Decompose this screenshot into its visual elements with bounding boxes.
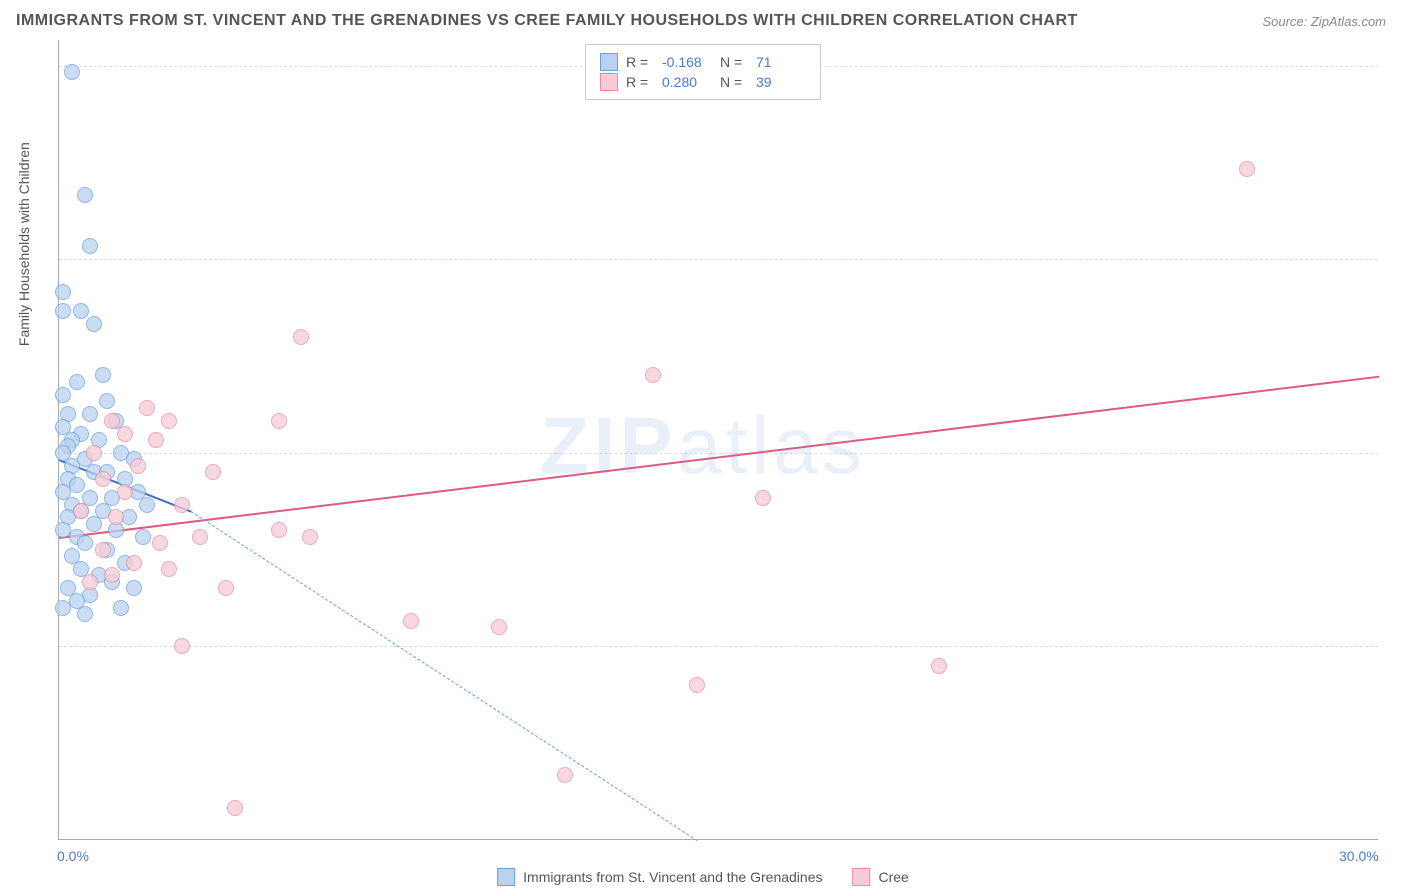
data-point-blue bbox=[99, 393, 115, 409]
gridline bbox=[59, 453, 1378, 454]
data-point-pink bbox=[161, 413, 177, 429]
data-point-blue bbox=[86, 516, 102, 532]
data-point-pink bbox=[86, 445, 102, 461]
data-point-pink bbox=[82, 574, 98, 590]
data-point-pink bbox=[293, 329, 309, 345]
data-point-pink bbox=[271, 522, 287, 538]
data-point-pink bbox=[931, 658, 947, 674]
legend-row-blue: R = -0.168 N = 71 bbox=[600, 53, 806, 71]
legend-series-label: Cree bbox=[878, 869, 908, 885]
data-point-pink bbox=[73, 503, 89, 519]
legend-r-value: 0.280 bbox=[662, 74, 712, 90]
data-point-pink bbox=[557, 767, 573, 783]
gridline bbox=[59, 259, 1378, 260]
data-point-pink bbox=[271, 413, 287, 429]
gridline bbox=[59, 646, 1378, 647]
legend-series-blue: Immigrants from St. Vincent and the Gren… bbox=[497, 868, 822, 886]
legend-swatch bbox=[852, 868, 870, 886]
data-point-blue bbox=[139, 497, 155, 513]
chart-title: IMMIGRANTS FROM ST. VINCENT AND THE GREN… bbox=[16, 12, 1078, 30]
data-point-blue bbox=[55, 303, 71, 319]
data-point-pink bbox=[130, 458, 146, 474]
y-tick-label: 45.0% bbox=[1388, 251, 1406, 267]
data-point-pink bbox=[755, 490, 771, 506]
data-point-blue bbox=[64, 64, 80, 80]
data-point-blue bbox=[55, 284, 71, 300]
data-point-blue bbox=[113, 600, 129, 616]
y-tick-label: 30.0% bbox=[1388, 445, 1406, 461]
data-point-pink bbox=[152, 535, 168, 551]
legend-swatch bbox=[497, 868, 515, 886]
data-point-pink bbox=[95, 542, 111, 558]
data-point-blue bbox=[69, 374, 85, 390]
plot-area: 15.0%30.0%45.0%60.0%0.0%30.0% bbox=[58, 40, 1378, 840]
data-point-pink bbox=[218, 580, 234, 596]
data-point-blue bbox=[82, 406, 98, 422]
data-point-pink bbox=[689, 677, 705, 693]
data-point-pink bbox=[161, 561, 177, 577]
data-point-blue bbox=[73, 303, 89, 319]
data-point-pink bbox=[645, 367, 661, 383]
legend-n-value: 71 bbox=[756, 54, 806, 70]
legend-r-value: -0.168 bbox=[662, 54, 712, 70]
data-point-blue bbox=[55, 387, 71, 403]
data-point-blue bbox=[95, 367, 111, 383]
data-point-pink bbox=[403, 613, 419, 629]
legend-n-value: 39 bbox=[756, 74, 806, 90]
data-point-blue bbox=[82, 238, 98, 254]
data-point-blue bbox=[55, 600, 71, 616]
data-point-pink bbox=[104, 413, 120, 429]
data-point-pink bbox=[148, 432, 164, 448]
data-point-blue bbox=[77, 606, 93, 622]
data-point-blue bbox=[77, 535, 93, 551]
source-attribution: Source: ZipAtlas.com bbox=[1262, 14, 1386, 29]
data-point-pink bbox=[1239, 161, 1255, 177]
legend-r-label: R = bbox=[626, 54, 654, 70]
data-point-pink bbox=[491, 619, 507, 635]
y-axis-label: Family Households with Children bbox=[16, 142, 32, 346]
data-point-pink bbox=[104, 567, 120, 583]
legend-correlation: R = -0.168 N = 71 R = 0.280 N = 39 bbox=[585, 44, 821, 100]
legend-row-pink: R = 0.280 N = 39 bbox=[600, 73, 806, 91]
data-point-blue bbox=[86, 316, 102, 332]
data-point-pink bbox=[174, 638, 190, 654]
y-tick-label: 60.0% bbox=[1388, 58, 1406, 74]
trend-line-extrapolated bbox=[191, 511, 698, 841]
y-tick-label: 15.0% bbox=[1388, 638, 1406, 654]
x-tick-label: 0.0% bbox=[57, 848, 89, 864]
legend-series-pink: Cree bbox=[852, 868, 908, 886]
legend-swatch bbox=[600, 53, 618, 71]
x-tick-label: 30.0% bbox=[1339, 848, 1379, 864]
legend-series-label: Immigrants from St. Vincent and the Gren… bbox=[523, 869, 822, 885]
data-point-blue bbox=[126, 580, 142, 596]
data-point-pink bbox=[117, 484, 133, 500]
data-point-blue bbox=[135, 529, 151, 545]
data-point-pink bbox=[139, 400, 155, 416]
legend-swatch bbox=[600, 73, 618, 91]
data-point-pink bbox=[192, 529, 208, 545]
data-point-pink bbox=[108, 509, 124, 525]
data-point-pink bbox=[205, 464, 221, 480]
data-point-pink bbox=[302, 529, 318, 545]
data-point-pink bbox=[126, 555, 142, 571]
data-point-pink bbox=[117, 426, 133, 442]
legend-n-label: N = bbox=[720, 54, 748, 70]
data-point-pink bbox=[174, 497, 190, 513]
trend-line bbox=[59, 375, 1379, 538]
legend-n-label: N = bbox=[720, 74, 748, 90]
data-point-pink bbox=[227, 800, 243, 816]
legend-series: Immigrants from St. Vincent and the Gren… bbox=[497, 868, 909, 886]
legend-r-label: R = bbox=[626, 74, 654, 90]
data-point-pink bbox=[95, 471, 111, 487]
data-point-blue bbox=[77, 187, 93, 203]
